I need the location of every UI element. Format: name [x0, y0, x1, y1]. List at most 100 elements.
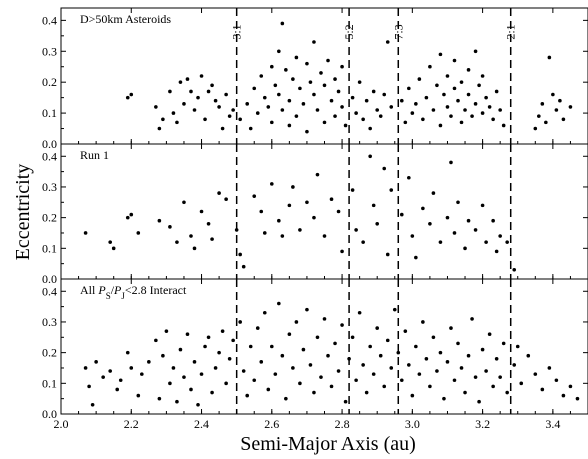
- data-point: [333, 341, 337, 346]
- data-point: [452, 86, 457, 91]
- data-point: [125, 95, 130, 100]
- panel-title: All PS/PJ<2.8 Interact: [80, 283, 187, 301]
- data-point: [101, 375, 105, 379]
- data-point: [354, 228, 358, 232]
- data-point: [192, 360, 197, 364]
- data-point: [421, 206, 425, 211]
- data-point: [305, 61, 309, 66]
- data-point: [428, 64, 432, 69]
- data-point: [280, 234, 285, 238]
- data-point: [382, 384, 387, 389]
- data-point: [280, 353, 285, 358]
- data-point: [354, 378, 358, 383]
- data-point: [512, 363, 517, 367]
- data-point: [526, 353, 531, 358]
- data-point: [329, 384, 334, 389]
- data-point: [403, 329, 408, 333]
- data-point: [445, 215, 450, 220]
- data-point: [312, 390, 316, 395]
- data-point: [319, 375, 323, 379]
- data-point: [178, 347, 183, 352]
- data-point: [189, 89, 193, 94]
- panel-frame: [60, 278, 588, 415]
- data-point: [336, 209, 341, 214]
- data-point: [438, 52, 443, 57]
- data-point: [501, 123, 506, 128]
- data-point: [157, 126, 162, 131]
- data-point: [291, 77, 295, 81]
- data-point: [473, 49, 478, 54]
- data-point: [480, 111, 485, 115]
- data-point: [238, 252, 242, 257]
- data-point: [547, 55, 552, 60]
- data-point: [368, 344, 372, 349]
- y-tick-label: 0.3: [42, 180, 57, 194]
- data-point: [227, 356, 232, 361]
- data-point: [494, 89, 499, 94]
- data-point: [442, 92, 446, 97]
- data-point: [192, 108, 197, 112]
- data-point: [385, 252, 390, 257]
- data-point: [558, 98, 562, 103]
- data-point: [414, 344, 418, 349]
- data-point: [111, 246, 116, 251]
- data-point: [340, 64, 344, 69]
- panel-frame: [60, 143, 588, 280]
- data-point: [273, 83, 278, 88]
- data-point: [277, 218, 281, 223]
- data-point: [487, 332, 492, 337]
- data-point: [259, 74, 264, 78]
- data-point: [213, 98, 218, 103]
- data-point: [287, 203, 292, 208]
- data-point: [452, 231, 457, 235]
- data-point: [125, 215, 130, 220]
- data-point: [392, 307, 397, 312]
- y-tick-label: 0.2: [42, 211, 57, 225]
- data-point: [248, 126, 253, 131]
- data-point: [336, 369, 341, 373]
- data-point: [312, 92, 316, 97]
- data-point: [333, 114, 337, 118]
- data-point: [505, 240, 509, 244]
- data-point: [248, 344, 253, 349]
- data-point: [115, 387, 120, 392]
- data-point: [196, 402, 200, 407]
- x-tick-label: 2.2: [124, 417, 139, 431]
- data-point: [473, 228, 478, 232]
- data-point: [262, 231, 267, 235]
- data-point: [199, 74, 204, 78]
- data-point: [431, 191, 436, 195]
- data-point: [266, 387, 271, 392]
- panel-1: 0.0 0.1 0.2 0.3 0.4 D>50km Asteroids: [42, 7, 588, 151]
- data-point: [277, 301, 281, 306]
- data-point: [301, 102, 306, 106]
- data-point: [428, 384, 432, 389]
- data-point: [157, 396, 162, 401]
- panel-2: 0.0 0.1 0.2 0.3 0.4 Run 1: [42, 143, 588, 286]
- data-point: [298, 381, 302, 386]
- data-point: [270, 64, 274, 69]
- data-point: [428, 221, 432, 226]
- data-point: [161, 353, 165, 358]
- data-point: [270, 344, 274, 349]
- data-point: [375, 221, 380, 226]
- data-point: [463, 246, 467, 251]
- data-point: [147, 360, 151, 364]
- data-point: [466, 218, 471, 223]
- data-point: [568, 105, 573, 109]
- data-point: [203, 117, 207, 122]
- data-point: [333, 77, 337, 81]
- data-point: [154, 338, 158, 343]
- data-point: [298, 86, 302, 91]
- x-tick-label: 3.4: [545, 417, 560, 431]
- data-point: [445, 360, 450, 364]
- y-axis-label: Eccentricity: [12, 164, 34, 261]
- data-point: [252, 378, 257, 383]
- data-point: [262, 95, 267, 100]
- y-tick-label: 0.2: [42, 75, 57, 89]
- x-tick-label: 2.6: [264, 417, 279, 431]
- data-point: [157, 218, 162, 223]
- data-point: [371, 89, 376, 94]
- data-point: [182, 375, 186, 379]
- data-point: [410, 234, 415, 238]
